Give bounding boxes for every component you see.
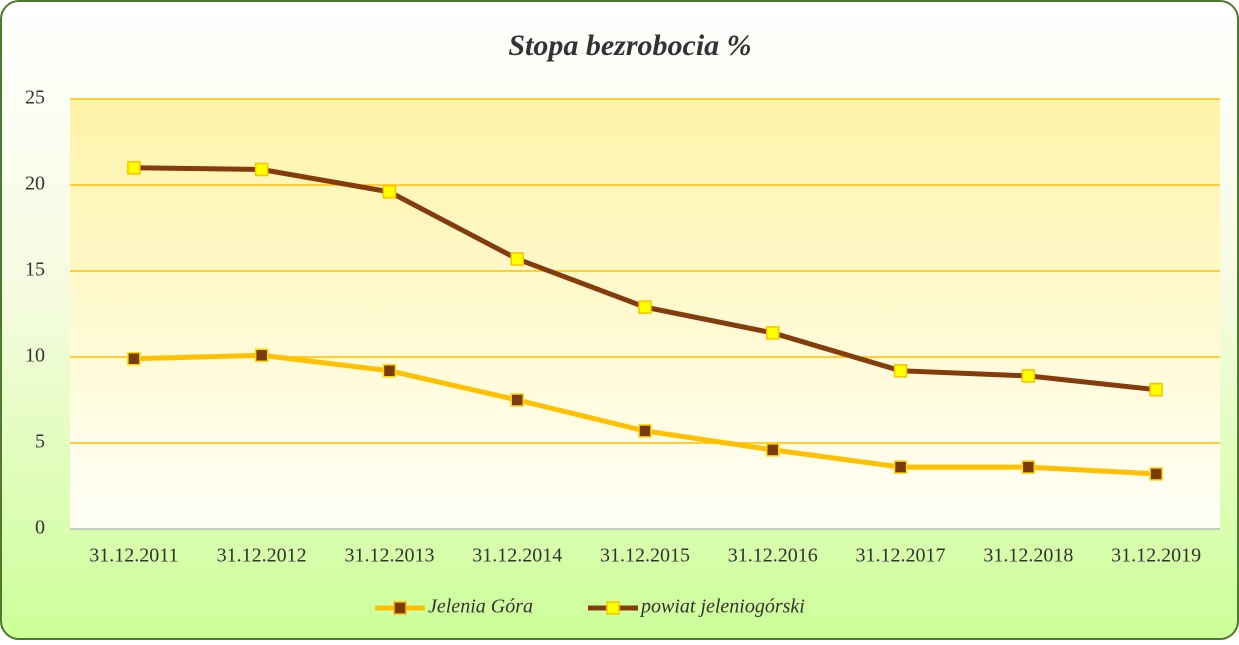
y-tick-label: 10 [25, 345, 45, 367]
y-tick-label: 0 [35, 517, 45, 539]
data-point [1021, 369, 1036, 383]
x-tick-label: 31.12.2016 [728, 545, 818, 567]
data-point [893, 364, 908, 378]
chart-title: Stopa bezrobocia % [508, 29, 751, 62]
data-point [638, 424, 652, 438]
data-point [382, 364, 397, 378]
legend-marker [393, 601, 407, 615]
x-tick-label: 31.12.2013 [344, 545, 434, 567]
x-tick-label: 31.12.2017 [856, 545, 946, 567]
plot-area [70, 99, 1220, 529]
data-point [127, 161, 141, 175]
data-point [382, 185, 397, 199]
data-point [638, 300, 652, 314]
data-point [510, 252, 524, 266]
x-tick-label: 31.12.2018 [983, 545, 1073, 567]
data-point [766, 326, 780, 340]
data-point [127, 351, 141, 366]
data-point [1149, 382, 1163, 397]
x-tick-label: 31.12.2019 [1111, 545, 1201, 567]
data-point [1021, 460, 1036, 474]
data-point [893, 460, 908, 474]
y-tick-label: 20 [25, 173, 45, 195]
data-point [510, 393, 524, 407]
legend-label: Jelenia Góra [428, 596, 533, 618]
y-tick-label: 15 [25, 259, 45, 281]
data-point [1149, 467, 1163, 481]
x-tick-label: 31.12.2015 [600, 545, 690, 567]
legend-marker [606, 601, 620, 615]
x-tick-label: 31.12.2014 [472, 545, 562, 567]
x-tick-label: 31.12.2012 [217, 545, 307, 567]
data-point [766, 443, 780, 457]
data-point [254, 162, 269, 177]
data-point [254, 348, 269, 363]
x-tick-label: 31.12.2011 [89, 545, 178, 567]
legend-label: powiat jeleniogórski [639, 596, 805, 618]
y-tick-label: 25 [25, 87, 45, 109]
y-tick-label: 5 [35, 431, 45, 453]
